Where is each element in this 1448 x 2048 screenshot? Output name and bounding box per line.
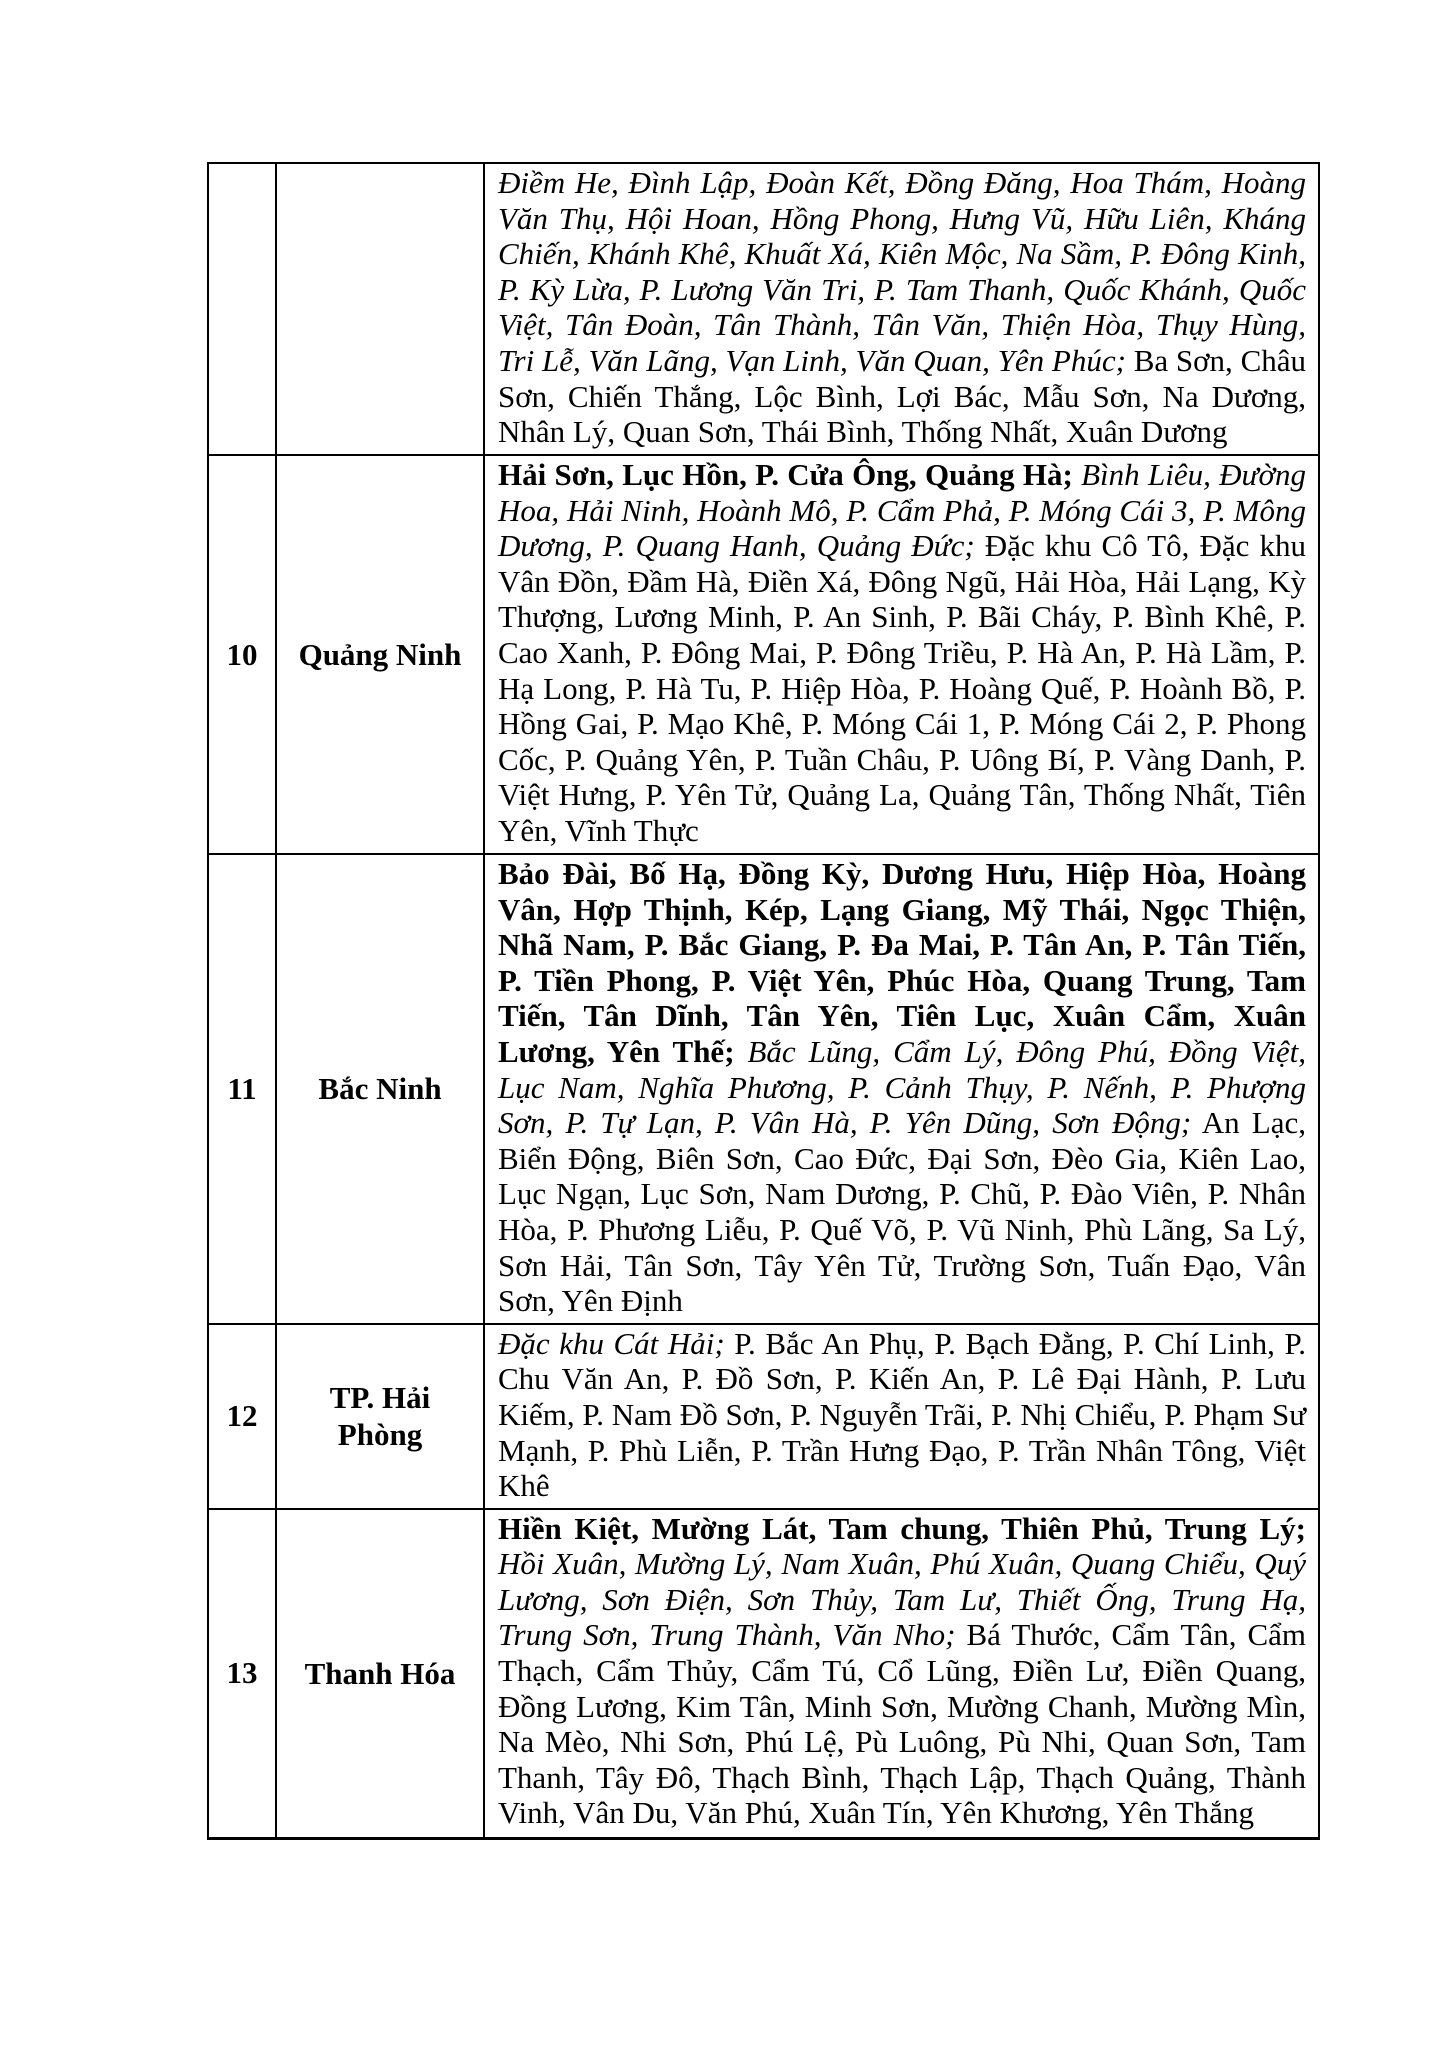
communes-segment-regular: Ba Sơn, Châu Sơn, Chiến Thắng, Lộc Bình,… <box>498 342 1307 450</box>
communes-segment-italic: Bắc Lũng, Cẩm Lý, Đông Phú, Đồng Việt, L… <box>498 1033 1306 1141</box>
table-row: 11 Bắc Ninh Bảo Đài, Bố Hạ, Đồng Kỳ, Dương… <box>207 853 1320 1325</box>
communes-segment-italic: Hồi Xuân, Mường Lý, Nam Xuân, Phú Xuân, … <box>498 1546 1306 1653</box>
communes-segment-bold: Hải Sơn, Lục Hồn, P. Cửa Ông, Quảng Hà; <box>498 457 1073 492</box>
communes-segment-regular: An Lạc, Biển Động, Biên Sơn, Cao Đức, Đạ… <box>498 1105 1306 1319</box>
row-number: 10 <box>207 454 277 855</box>
communes-list: Hiền Kiệt, Mường Lát, Tam chung, Thiên P… <box>483 1507 1320 1841</box>
communes-list: Đặc khu Cát Hải; P. Bắc An Phụ, P. Bạch … <box>483 1322 1320 1510</box>
communes-list: Bảo Đài, Bố Hạ, Đồng Kỳ, Dương Hưu, Hiệp… <box>483 853 1320 1325</box>
communes-segment-bold: Hiền Kiệt, Mường Lát, Tam chung, Thiên P… <box>498 1510 1306 1546</box>
communes-segment-regular: Đặc khu Cô Tô, Đặc khu Vân Đồn, Đầm Hà, … <box>498 528 1307 848</box>
table-body: Điềm He, Đình Lập, Đoàn Kết, Đồng Đăng, … <box>207 162 1320 1841</box>
table-row: 10 Quảng Ninh Hải Sơn, Lục Hồn, P. Cửa Ông… <box>207 454 1320 855</box>
communes-list: Hải Sơn, Lục Hồn, P. Cửa Ông, Quảng Hà; … <box>483 454 1320 855</box>
communes-segment-regular: P. Bắc An Phụ, P. Bạch Đằng, P. Chí Linh… <box>498 1325 1306 1504</box>
province-name: Thanh Hóa <box>275 1507 485 1841</box>
row-number: 11 <box>207 853 277 1325</box>
province-name: Quảng Ninh <box>275 454 485 855</box>
province-table: Điềm He, Đình Lập, Đoàn Kết, Đồng Đăng, … <box>207 162 1320 1841</box>
table-row: Điềm He, Đình Lập, Đoàn Kết, Đồng Đăng, … <box>207 162 1320 456</box>
communes-segment-italic: Bình Liêu, Đường Hoa, Hải Ninh, Hoành Mô… <box>498 457 1306 564</box>
row-number <box>207 162 277 456</box>
table-row: 12 TP. Hải Phòng Đặc khu Cát Hải; P. Bắc A… <box>207 1322 1320 1510</box>
province-name: TP. Hải Phòng <box>275 1322 485 1510</box>
province-name: Bắc Ninh <box>275 853 485 1325</box>
communes-segment-bold: Bảo Đài, Bố Hạ, Đồng Kỳ, Dương Hưu, Hiệp… <box>498 856 1306 1069</box>
row-number: 12 <box>207 1322 277 1510</box>
province-name <box>275 162 485 456</box>
communes-segment-regular: Bá Thước, Cẩm Tân, Cẩm Thạch, Cẩm Thủy, … <box>498 1617 1306 1831</box>
communes-segment-italic: Đặc khu Cát Hải; <box>498 1325 725 1361</box>
table-row: 13 Thanh Hóa Hiền Kiệt, Mường Lát, Tam chu… <box>207 1507 1320 1841</box>
communes-list: Điềm He, Đình Lập, Đoàn Kết, Đồng Đăng, … <box>483 162 1320 456</box>
row-number: 13 <box>207 1507 277 1841</box>
communes-segment-italic: Điềm He, Đình Lập, Đoàn Kết, Đồng Đăng, … <box>498 165 1306 378</box>
